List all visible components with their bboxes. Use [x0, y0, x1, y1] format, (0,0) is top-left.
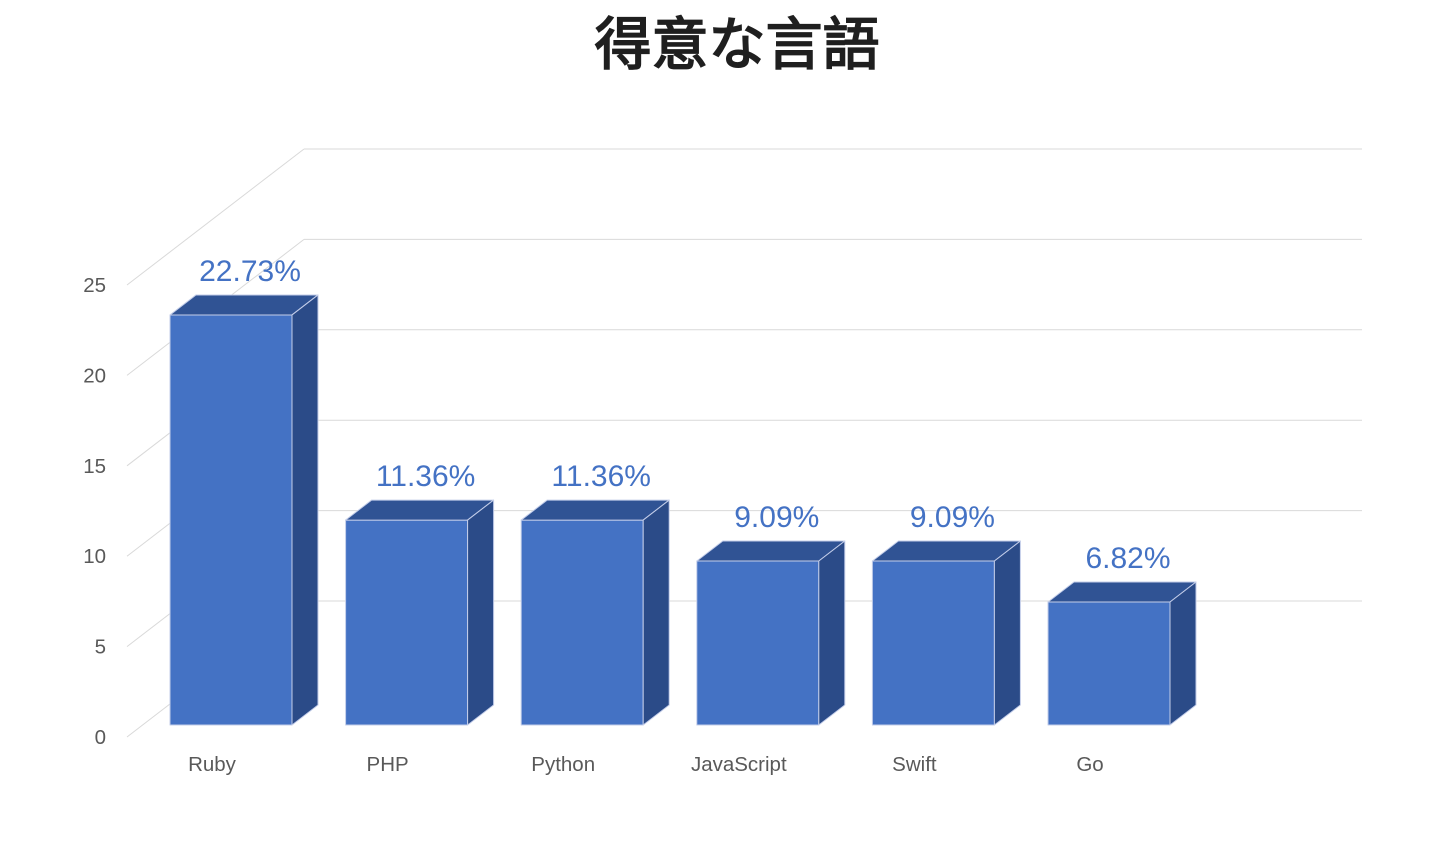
bar-javascript-side: [818, 540, 846, 726]
data-label-php: 11.36%: [376, 460, 476, 493]
bar-python-side: [642, 499, 670, 726]
bar-ruby-front: [169, 314, 293, 726]
chart-title: 得意な言語: [595, 13, 880, 77]
category-label-python: Python: [531, 753, 595, 776]
bar-go-front: [1047, 601, 1171, 726]
category-label-swift: Swift: [892, 753, 937, 776]
gridline-sidewall: [126, 148, 305, 286]
bar-swift-side: [993, 540, 1021, 726]
y-axis-tick-label: 5: [95, 636, 106, 659]
category-label-javascript: JavaScript: [691, 753, 787, 776]
bar-swift-front: [871, 560, 995, 726]
category-label-php: PHP: [367, 753, 409, 776]
data-label-ruby: 22.73%: [199, 255, 301, 288]
bar-php-side: [467, 499, 495, 726]
bar-go-side: [1169, 581, 1197, 726]
bar-javascript-front: [696, 560, 820, 726]
data-label-python: 11.36%: [551, 460, 651, 493]
bar-ruby-side: [291, 294, 319, 726]
y-axis-tick-label: 0: [95, 726, 106, 749]
data-label-go: 6.82%: [1085, 542, 1170, 575]
data-label-swift: 9.09%: [910, 501, 995, 534]
y-axis-tick-label: 15: [83, 455, 106, 478]
bar-php-front: [345, 519, 469, 726]
category-label-go: Go: [1076, 753, 1103, 776]
y-axis-tick-label: 10: [83, 545, 106, 568]
bar-python-front: [520, 519, 644, 726]
y-axis-tick-label: 20: [83, 364, 106, 387]
data-label-javascript: 9.09%: [734, 501, 819, 534]
category-label-ruby: Ruby: [188, 753, 237, 776]
y-axis-tick-label: 25: [83, 274, 106, 297]
